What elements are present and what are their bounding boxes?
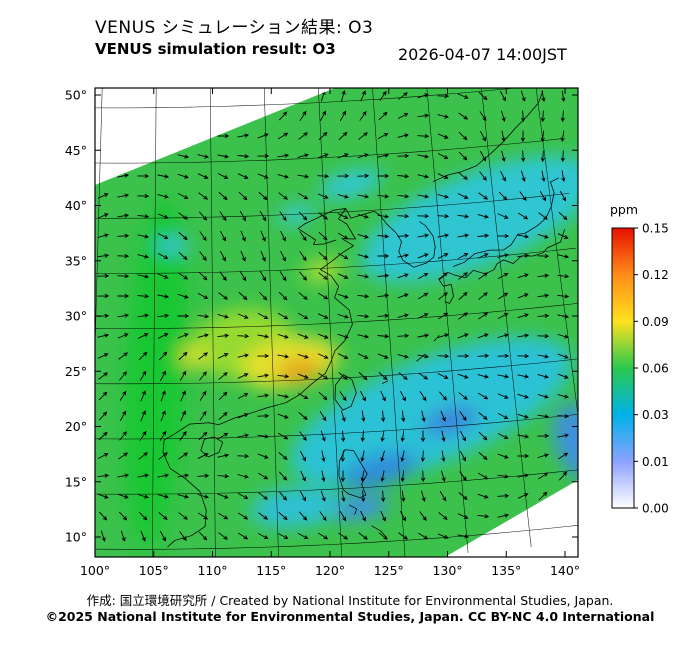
field-feature-west-green-band <box>124 197 188 548</box>
coastline-path <box>416 353 426 362</box>
coastlines <box>162 90 565 548</box>
parallel-line <box>95 469 578 495</box>
colorbar-unit-label: ppm <box>610 202 638 217</box>
colorbar-tick-label: 0.15 <box>642 222 669 236</box>
field-feature-east-edge-blue <box>552 403 578 481</box>
meridian-line <box>372 88 406 557</box>
field-feature-west-cyan-spot <box>154 236 190 255</box>
colorbar-tick-label: 0.09 <box>642 315 669 329</box>
meridian-line <box>209 88 216 557</box>
colorbar-tick-label: 0.03 <box>642 408 669 422</box>
wind-arrows-path <box>97 90 570 542</box>
colorbar: ppm 0.00 0.01 0.03 0.06 0.09 0.12 0.15 <box>610 202 669 516</box>
wind-vector-overlay <box>97 90 570 542</box>
x-tick-label: 135° <box>491 563 521 578</box>
parallel-line <box>95 303 578 329</box>
field-feature-west-yellow-spot <box>179 346 210 367</box>
parallel-line <box>95 138 562 164</box>
colorbar-scale <box>611 227 635 509</box>
credit-line: 作成: 国立環境研究所 / Created by National Instit… <box>86 593 614 608</box>
coastline-path <box>338 449 368 499</box>
x-tick-label: 105° <box>139 563 169 578</box>
coastline-path <box>433 334 440 342</box>
coastline-path <box>371 525 387 538</box>
copyright-line: ©2025 National Institute for Environment… <box>45 609 655 624</box>
y-tick-label: 40° <box>65 198 87 213</box>
colorbar-tick-label: 0.12 <box>642 268 669 282</box>
parallel-line <box>95 88 518 109</box>
coastline-path <box>373 210 436 268</box>
axes: 10° 15° 20° 25° 30° 35° 40° 45° 50° 100° 105° 110° 1… <box>65 88 580 579</box>
coastline-path <box>162 208 356 548</box>
y-tick-label: 50° <box>65 88 87 103</box>
coastline-path <box>438 229 565 304</box>
y-tick-label: 25° <box>65 364 87 379</box>
x-tick-label: 125° <box>374 563 404 578</box>
coastline-path <box>452 177 560 267</box>
meridian-line <box>152 88 157 557</box>
field-feature-south-blue-patch-2 <box>423 406 478 435</box>
y-tick-label: 35° <box>65 253 87 268</box>
x-tick-label: 100° <box>80 563 110 578</box>
field-feature-northeast-cyan-band <box>361 155 578 283</box>
y-tick-label: 15° <box>65 474 87 489</box>
coastline-path <box>334 374 357 411</box>
x-tick-label: 120° <box>315 563 345 578</box>
x-tick-label: 130° <box>432 563 462 578</box>
parallel-line <box>95 358 578 385</box>
parallel-line <box>95 525 578 550</box>
parallel-line <box>95 247 577 274</box>
colorbar-tick-label: 0.01 <box>642 455 669 469</box>
coastline-path <box>348 504 358 515</box>
coastline-path <box>200 436 224 458</box>
colorbar-tick-label: 0.00 <box>642 502 669 516</box>
valid-time-label: 2026-04-07 14:00JST <box>398 45 567 64</box>
page-title-japanese: VENUS シミュレーション結果: O3 <box>95 18 374 38</box>
field-feature-southeast-cyan-band <box>290 337 572 486</box>
colorbar-tick-label: 0.06 <box>642 362 669 376</box>
o3-concentration-field <box>95 88 578 557</box>
meridian-line <box>318 88 342 557</box>
meridian-line <box>481 88 532 548</box>
meridian-line <box>535 88 578 418</box>
coastline-path <box>345 208 375 219</box>
field-feature-south-cyan-area <box>249 486 342 528</box>
parallel-line <box>95 414 578 440</box>
coastline-path <box>432 90 544 183</box>
map-frame <box>94 87 579 558</box>
y-tick-label: 30° <box>65 309 87 324</box>
y-tick-label: 20° <box>65 419 87 434</box>
x-tick-label: 140° <box>550 563 580 578</box>
page-title-english: VENUS simulation result: O3 <box>95 40 336 58</box>
x-tick-label: 115° <box>256 563 286 578</box>
x-tick-label: 110° <box>197 563 227 578</box>
y-tick-label: 45° <box>65 143 87 158</box>
y-tick-label: 10° <box>65 530 87 545</box>
meridian-line <box>263 88 279 557</box>
coastline-path <box>382 380 389 384</box>
